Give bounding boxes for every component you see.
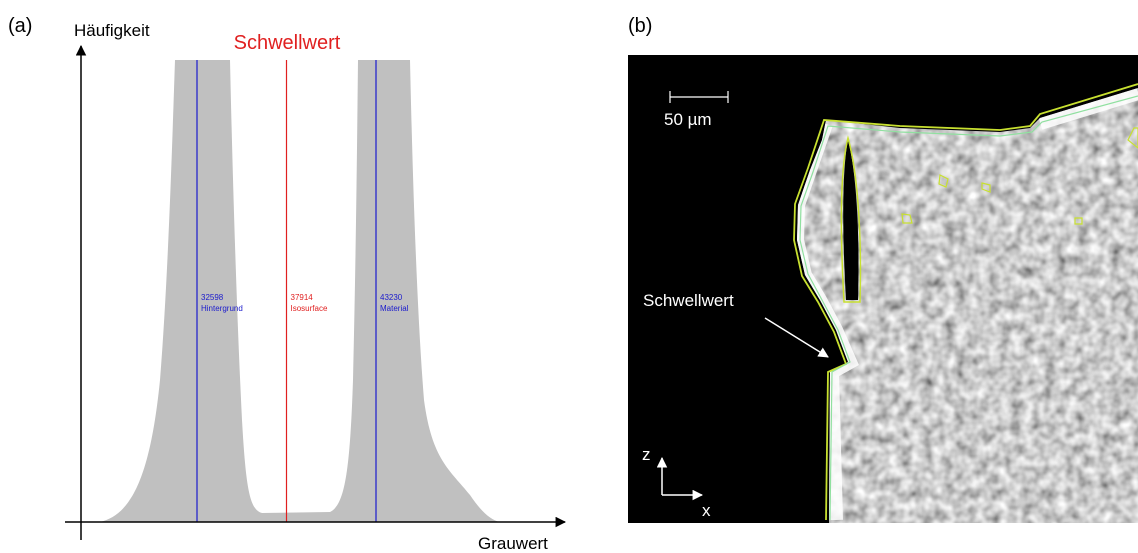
threshold-title: Schwellwert xyxy=(234,32,341,54)
contour xyxy=(840,135,862,303)
axis-x-label: x xyxy=(702,501,711,520)
marker-value: 43230 xyxy=(380,293,403,302)
contour xyxy=(793,83,1138,521)
annotation-arrow xyxy=(764,317,829,358)
contour xyxy=(799,95,1138,521)
panel-label: (a) xyxy=(8,15,32,37)
marker-name: Hintergrund xyxy=(201,304,243,313)
marker-name: Isosurface xyxy=(291,304,328,313)
contour xyxy=(901,127,1138,225)
histogram-area xyxy=(100,60,500,522)
scale-bar-label: 50 µm xyxy=(664,110,712,129)
annotation: Schwellwert xyxy=(643,291,734,310)
panel-label: (b) xyxy=(628,15,652,37)
x-axis-label: Grauwert xyxy=(478,534,548,553)
marker-value: 37914 xyxy=(291,293,314,302)
y-axis-label: Häufigkeit xyxy=(74,21,150,40)
axis-z-label: z xyxy=(642,445,651,464)
marker-name: Material xyxy=(380,304,409,313)
marker-value: 32598 xyxy=(201,293,224,302)
